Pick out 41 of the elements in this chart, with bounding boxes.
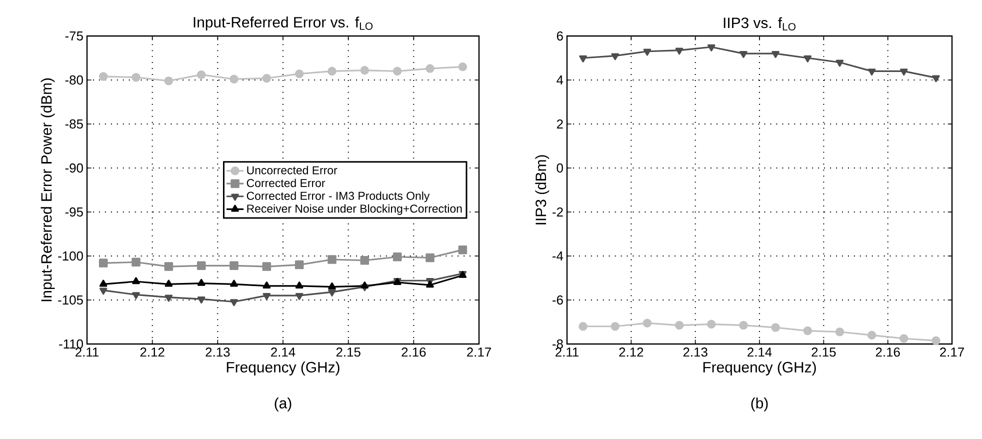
x-tick-label: 2.14 xyxy=(271,348,296,357)
y-tick-label: -90 xyxy=(65,163,83,173)
y-tick-label: 2 xyxy=(556,119,563,129)
y-tick-label: -110 xyxy=(59,339,83,349)
x-tick-label: 2.17 xyxy=(940,348,964,357)
y-tick-label: -95 xyxy=(65,207,83,217)
x-tick-label: 2.15 xyxy=(812,348,836,357)
legend-label: Uncorrected Error xyxy=(247,166,338,174)
x-tick-label: 2.11 xyxy=(556,348,579,357)
y-tick-label: 4 xyxy=(556,76,564,84)
y-tick-label: -4 xyxy=(552,252,564,260)
chart-title: IIP3 vs. f$_{LO}$ xyxy=(724,17,796,30)
x-tick-label: 2.12 xyxy=(619,348,644,357)
chart-title: Input-Referred Error vs. f$_{LO}$ xyxy=(194,16,373,30)
x-tick-label: 2.13 xyxy=(206,348,230,357)
y-axis-title: Input-Referred Error Power (dBm) xyxy=(40,78,55,302)
legend-label: Corrected Error xyxy=(246,178,326,188)
legend-label: Corrected Error - IM3 Products Only xyxy=(246,191,430,202)
y-tick-label: -80 xyxy=(65,75,83,85)
y-tick-label: -100 xyxy=(58,251,83,261)
y-tick-label: -85 xyxy=(65,119,83,129)
text: (a) xyxy=(274,398,292,412)
y-tick-label: -6 xyxy=(552,295,563,305)
x-tick-label: 2.14 xyxy=(748,348,772,357)
x-tick-label: 2.13 xyxy=(683,348,708,357)
y-tick-label: 0 xyxy=(556,163,563,173)
y-tick-label: -105 xyxy=(58,295,83,305)
legend-label: Receiver Noise under Blocking+Correction xyxy=(247,204,462,215)
x-tick-label: 2.16 xyxy=(876,348,900,357)
x-axis-title: Frequency (GHz) xyxy=(226,362,340,376)
x-tick-label: 2.17 xyxy=(467,348,491,357)
y-axis-title: IIP3 (dBm) xyxy=(535,155,550,224)
x-tick-label: 2.12 xyxy=(140,348,164,357)
y-tick-label: -75 xyxy=(65,31,83,41)
y-tick-label: 6 xyxy=(556,31,563,41)
x-axis-title: Frequency (GHz) xyxy=(703,362,816,376)
x-tick-label: 2.16 xyxy=(402,348,426,357)
text: (b) xyxy=(751,398,768,412)
y-tick-label: -2 xyxy=(552,207,563,217)
x-tick-label: 2.11 xyxy=(76,348,99,357)
x-tick-label: 2.15 xyxy=(336,348,360,357)
